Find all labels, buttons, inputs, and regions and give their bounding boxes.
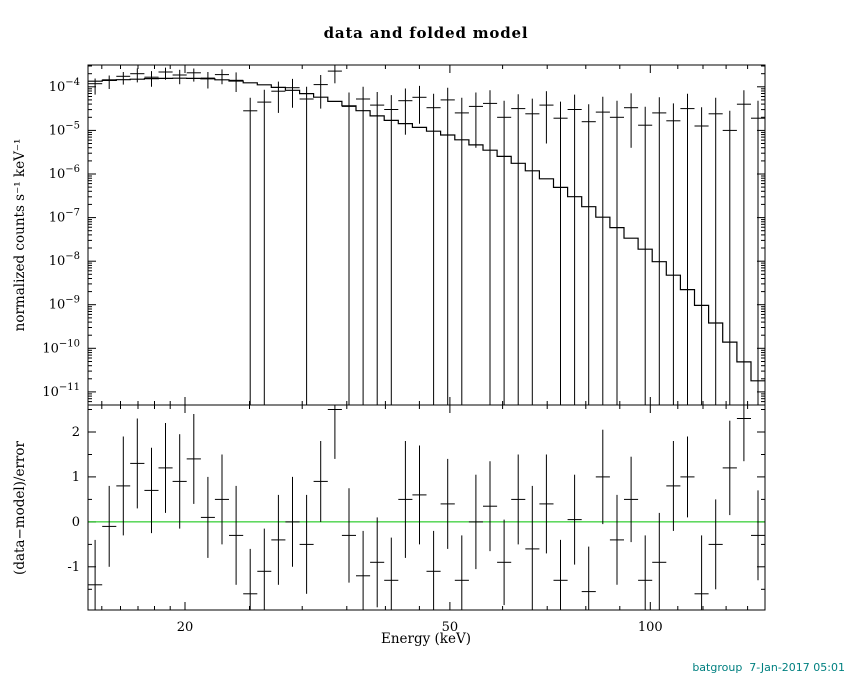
data-points-top (88, 65, 765, 405)
bottom-panel-frame (87, 404, 766, 611)
y-tick-label: 2 (72, 425, 80, 440)
y-tick-label: 10−11 (42, 382, 80, 400)
y-tick-label: 10−6 (49, 164, 80, 182)
axes-ticks: 20 50 10010−1110−1010−910−810−710−610−510−… (42, 65, 765, 635)
y-tick-label: 10−8 (49, 251, 80, 269)
y-tick-label: 10−9 (49, 295, 80, 313)
x-tick-label: 20 (177, 620, 194, 635)
y-tick-label: 1 (72, 470, 80, 485)
model-curve (88, 77, 765, 382)
y-tick-label: 10−7 (49, 208, 80, 226)
footer-stamp: batgroup 7-Jan-2017 05:01 (692, 661, 845, 674)
top-y-axis-label: normalized counts s⁻¹ keV⁻¹ (12, 139, 28, 332)
y-tick-label: 10−5 (49, 120, 80, 138)
bottom-y-axis-label: (data−model)/error (12, 441, 28, 575)
y-tick-label: 10−10 (42, 338, 80, 356)
x-tick-label: 100 (638, 620, 663, 635)
x-tick-label: 50 (442, 620, 459, 635)
y-tick-label: -1 (67, 560, 80, 575)
y-tick-label: 0 (72, 515, 80, 530)
chart-title: data and folded model (324, 24, 529, 42)
x-axis-label: Energy (keV) (381, 631, 471, 647)
y-tick-label: 10−4 (49, 77, 80, 95)
top-panel-frame (87, 64, 766, 406)
residual-points (88, 405, 765, 610)
